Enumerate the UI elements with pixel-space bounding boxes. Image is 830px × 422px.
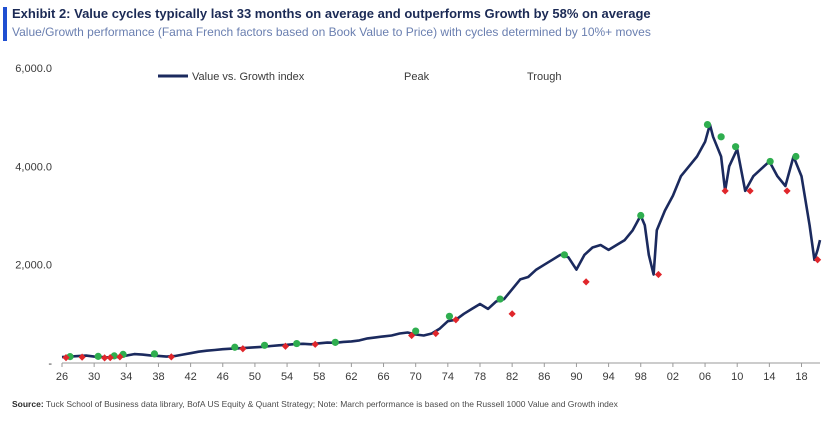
x-tick-label: 38	[152, 371, 164, 383]
trough-marker	[582, 278, 590, 286]
x-tick-label: 42	[184, 371, 196, 383]
legend: Value vs. Growth index Peak Trough	[158, 71, 561, 83]
peak-marker	[231, 343, 239, 351]
source-note: Source: Tuck School of Business data lib…	[12, 399, 618, 409]
peak-marker	[792, 152, 800, 161]
x-tick-label: 66	[377, 371, 389, 383]
y-tick-label: 6,000.0	[15, 63, 52, 75]
y-tick-label: -	[48, 358, 52, 370]
trough-marker	[408, 331, 416, 340]
peak-marker	[412, 327, 420, 335]
x-tick-label: 06	[699, 371, 711, 383]
y-tick-label: 4,000.0	[15, 161, 52, 173]
trough-marker	[783, 187, 791, 195]
x-tick-label: 70	[410, 371, 422, 383]
trough-marker	[106, 353, 114, 362]
x-tick-label: 94	[602, 371, 614, 383]
x-tick-label: 62	[345, 371, 357, 383]
x-tick-label: 58	[313, 371, 325, 383]
trough-marker	[508, 310, 516, 318]
x-tick-label: 30	[88, 371, 100, 383]
trough-marker	[432, 329, 440, 338]
trough-marker	[746, 187, 754, 195]
trough-marker	[239, 345, 247, 353]
trough-marker	[167, 353, 175, 361]
x-tick-label: 74	[442, 371, 454, 383]
trough-marker	[311, 340, 319, 348]
x-tick-label: 14	[763, 371, 775, 383]
peak-marker	[703, 120, 712, 129]
x-tick-label: 86	[538, 371, 550, 383]
legend-label-value-vs-growth: Value vs. Growth index	[192, 71, 305, 83]
series-line-value-vs-growth	[61, 123, 822, 359]
trough-marker	[78, 353, 86, 361]
markers-group	[62, 120, 822, 362]
line-chart: 6,000.0 4,000.0 2,000.0 -26 30 34 38 42 46 50 54 58…	[15, 63, 822, 383]
trough-marker	[654, 270, 663, 279]
peak-marker	[150, 350, 159, 358]
x-tick-label: 10	[731, 371, 743, 383]
peak-marker	[731, 143, 740, 151]
x-tick-label: 78	[474, 371, 486, 383]
source-text: Tuck School of Business data library, Bo…	[45, 399, 618, 409]
trough-marker	[116, 353, 124, 361]
peak-marker	[293, 339, 301, 348]
legend-label-trough: Trough	[527, 71, 561, 83]
x-tick-label: 54	[281, 371, 293, 383]
peak-marker	[445, 312, 454, 320]
y-tick-label: 2,000.0	[15, 260, 52, 272]
x-tick-label: 02	[667, 371, 679, 383]
x-tick-label: 98	[635, 371, 647, 383]
x-tick-label: 26	[56, 371, 68, 383]
peak-marker	[260, 341, 269, 349]
peak-marker	[766, 157, 774, 166]
chart-subtitle: Value/Growth performance (Fama French fa…	[12, 25, 651, 39]
x-tick-label: 46	[217, 371, 229, 383]
x-tick-label: 34	[120, 371, 132, 383]
trough-marker	[813, 256, 822, 264]
source-label: Source:	[12, 399, 44, 409]
series-group	[61, 123, 822, 359]
peak-marker	[717, 133, 725, 141]
peak-marker	[331, 338, 339, 346]
peak-marker	[496, 295, 504, 303]
trough-marker	[452, 316, 460, 324]
peak-marker	[637, 211, 645, 220]
chart-title: Exhibit 2: Value cycles typically last 3…	[12, 6, 651, 21]
x-tick-label: 50	[249, 371, 261, 383]
trough-marker	[281, 342, 290, 350]
x-tick-label: 90	[570, 371, 582, 383]
trough-marker	[101, 354, 109, 362]
trough-marker	[721, 187, 729, 195]
x-tick-label: 82	[506, 371, 518, 383]
peak-marker	[94, 352, 102, 360]
title-accent-bar	[3, 7, 7, 41]
trough-marker	[62, 353, 70, 362]
axes-group: 6,000.0 4,000.0 2,000.0 -26 30 34 38 42 46 50 54 58…	[15, 63, 820, 383]
peak-marker	[560, 251, 568, 259]
legend-label-peak: Peak	[404, 71, 430, 83]
x-tick-label: 18	[795, 371, 807, 383]
